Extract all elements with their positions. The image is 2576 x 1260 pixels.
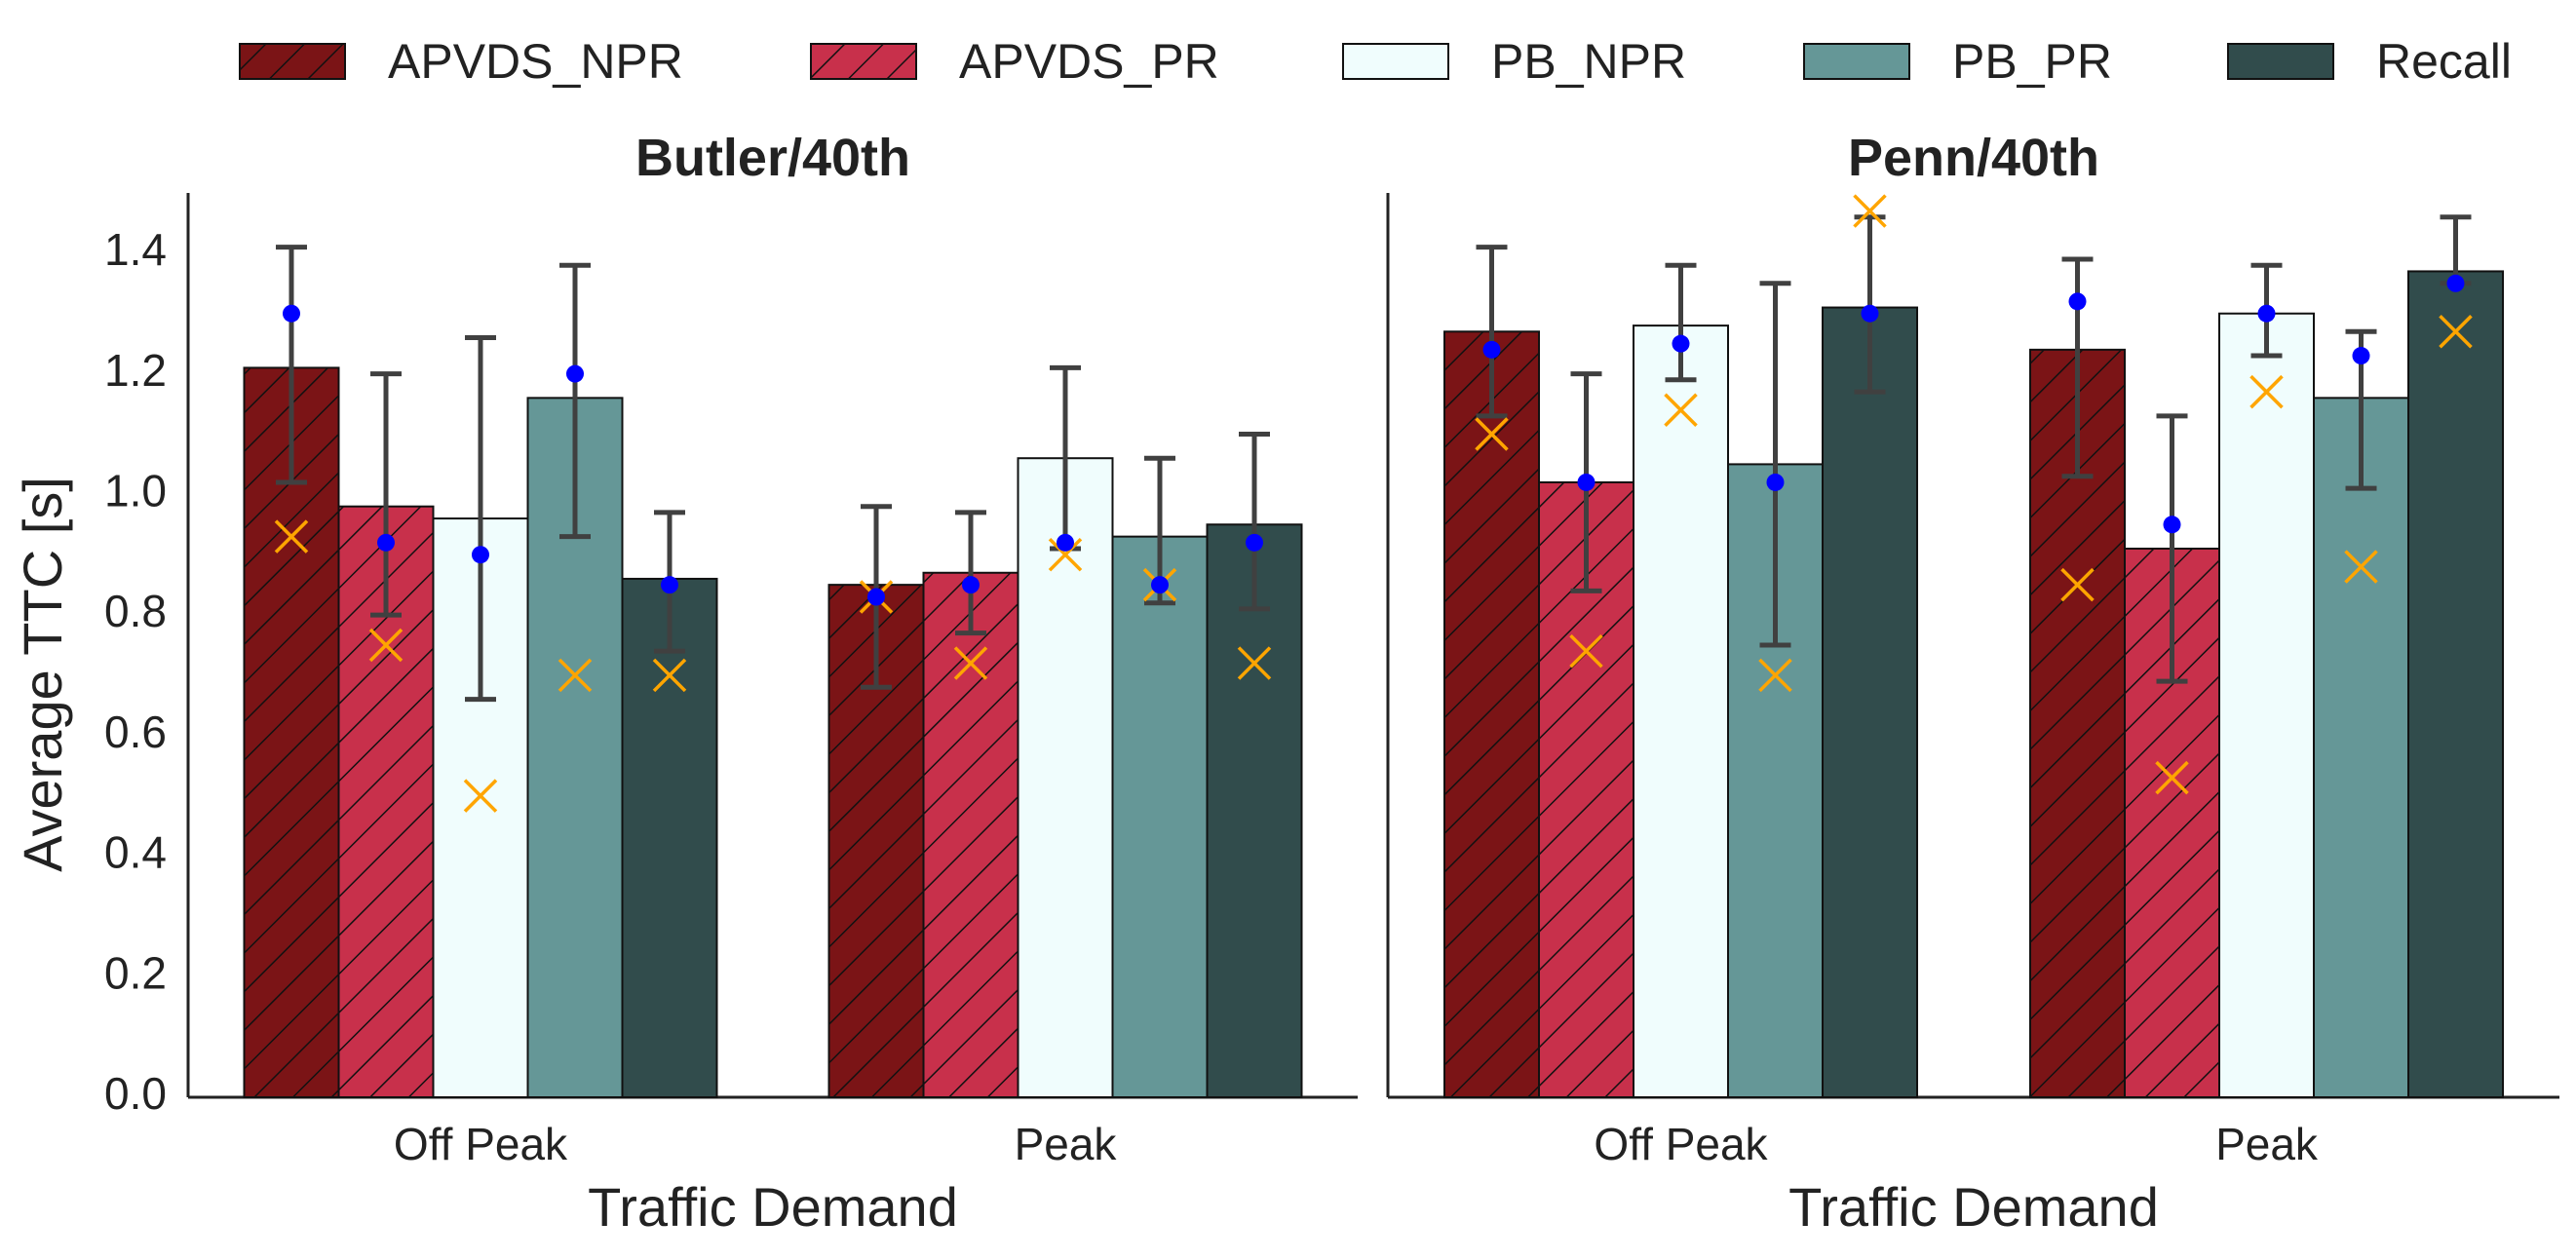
x-tick-label: Off Peak [394,1119,568,1169]
cross-marker-recall [652,658,687,693]
cross-marker-apvds-pr [1569,633,1603,668]
legend-label-apvds-npr: APVDS_NPR [388,34,683,89]
legend-label-pb-pr: PB_PR [1952,34,2112,89]
legend-swatch-recall [2227,43,2334,80]
cross-marker-pb-pr [557,658,593,693]
cross-marker-pb-npr [463,779,498,813]
dot-marker-apvds-pr [1577,473,1596,491]
legend-swatch-pb-npr [1342,43,1449,80]
dot-marker-pb-npr [1672,334,1690,353]
dot-marker-pb-npr [472,546,489,564]
bar-apvds-pr [922,571,1019,1098]
y-tick-label: 0.2 [104,947,167,998]
cross-marker-recall [1853,194,1887,228]
dot-marker-apvds-npr [867,588,885,606]
dot-marker-pb-npr [1057,533,1074,552]
y-tick-label: 1.0 [104,465,167,515]
bar-pb-pr [1111,535,1209,1098]
cross-marker-pb-npr [2249,374,2284,409]
y-axis-label: Average TTC [s] [12,477,73,872]
panel-1: Butler/40th 0.0 0.2 0.4 0.6 0.8 1.0 1.2 1.4 Traff… [104,129,1358,1238]
cross-marker-apvds-pr [368,628,404,663]
legend-swatch-pb-pr [1803,43,1910,80]
dot-marker-apvds-npr [283,304,300,323]
y-tick-label: 1.4 [104,224,167,275]
legend-swatch-apvds-pr [810,43,917,80]
panel-title: Butler/40th [635,129,910,187]
cross-marker-apvds-npr [2060,567,2095,602]
dot-marker-apvds-npr [2068,292,2087,311]
cross-marker-pb-npr [1048,537,1083,572]
bar-apvds-npr [1443,330,1540,1098]
cross-marker-recall [1237,646,1272,680]
dot-marker-apvds-pr [2163,515,2181,534]
bar-pb-npr [2218,312,2315,1098]
x-tick-label: Peak [2215,1119,2319,1169]
x-axis-label: Traffic Demand [1788,1176,2159,1238]
cross-marker-apvds-npr [1475,417,1509,451]
dot-marker-pb-npr [2257,304,2276,323]
dot-marker-pb-pr [1766,473,1785,491]
y-tick-label: 0.0 [104,1068,167,1119]
dot-marker-recall [661,576,678,594]
bar-recall [621,577,718,1098]
cross-marker-apvds-pr [953,646,988,680]
bar-recall [1822,306,1918,1098]
x-tick-label: Peak [1015,1119,1118,1169]
panel-2: Penn/40th Traffic Demand Off Peak Peak [1386,129,2559,1238]
legend-swatch-apvds-npr [239,43,346,80]
bar-apvds-npr [243,366,340,1098]
y-tick-label: 0.4 [104,827,167,878]
cross-marker-apvds-npr [274,519,309,554]
panels: Butler/40th 0.0 0.2 0.4 0.6 0.8 1.0 1.2 1.4 Traff… [104,129,2559,1238]
x-tick-label: Off Peak [1594,1119,1768,1169]
cross-marker-pb-pr [1758,658,1792,693]
dot-marker-apvds-npr [1482,340,1501,359]
dot-marker-apvds-pr [962,576,980,594]
dot-marker-recall [1246,533,1263,552]
cross-marker-pb-npr [1664,393,1698,427]
y-tick-label: 0.8 [104,586,167,636]
panel-title: Penn/40th [1848,129,2099,187]
y-tick-label: 0.6 [104,706,167,757]
dot-marker-recall [2446,274,2465,292]
legend: APVDS_NPR APVDS_PR PB_NPR PB_PR Recall [239,34,2512,89]
bar-pb-npr [1017,457,1114,1099]
legend-label-apvds-pr: APVDS_PR [959,34,1219,89]
x-axis-label: Traffic Demand [588,1176,958,1238]
dot-marker-pb-pr [1151,576,1169,594]
bar-pb-pr [2313,397,2409,1098]
y-tick-label: 1.2 [104,345,167,396]
cross-marker-apvds-pr [2155,760,2189,795]
cross-marker-pb-pr [2344,550,2378,584]
bar-pb-npr [1633,325,1729,1098]
dot-marker-pb-pr [566,364,584,383]
bar-recall [2407,270,2504,1098]
dot-marker-apvds-pr [377,533,395,552]
legend-label-pb-npr: PB_NPR [1491,34,1686,89]
legend-label-recall: Recall [2376,34,2512,89]
dot-marker-pb-pr [2352,347,2370,365]
dot-marker-recall [1861,304,1879,323]
cross-marker-recall [2439,315,2473,349]
